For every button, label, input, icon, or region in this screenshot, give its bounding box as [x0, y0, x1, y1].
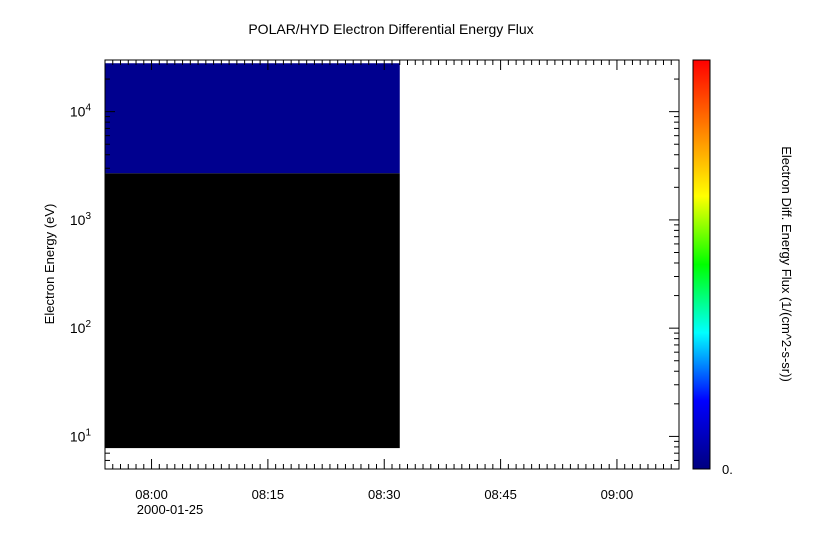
- x-tick-label: 08:00: [135, 487, 168, 502]
- x-date-label: 2000-01-25: [137, 502, 204, 517]
- x-tick-label: 08:45: [484, 487, 517, 502]
- x-tick-label: 08:15: [252, 487, 285, 502]
- y-tick-label: 103: [70, 211, 92, 228]
- colorbar-label: Electron Diff. Energy Flux (1/(cm^2-s-sr…: [779, 146, 794, 382]
- colorbar-axis: 0.5×10710×10715×107: [693, 462, 733, 477]
- y-tick-label: 102: [70, 319, 92, 336]
- colorbar: [692, 59, 711, 470]
- x-tick-label: 08:30: [368, 487, 401, 502]
- y-tick-label: 101: [70, 427, 92, 444]
- spectrogram-cell: [105, 173, 400, 449]
- spectrogram-cells: [105, 63, 400, 449]
- y-axis: 101 102 103 104: [70, 59, 679, 470]
- y-axis-label: Electron Energy (eV): [42, 204, 57, 325]
- colorbar-tick-label: 0.: [722, 462, 733, 477]
- chart-title: POLAR/HYD Electron Differential Energy F…: [248, 21, 533, 37]
- x-tick-label: 09:00: [601, 487, 634, 502]
- y-tick-label: 104: [70, 103, 92, 120]
- x-axis: 08:00 08:15 08:30 08:45 09:00: [104, 60, 680, 502]
- spectrogram-cell: [105, 63, 400, 174]
